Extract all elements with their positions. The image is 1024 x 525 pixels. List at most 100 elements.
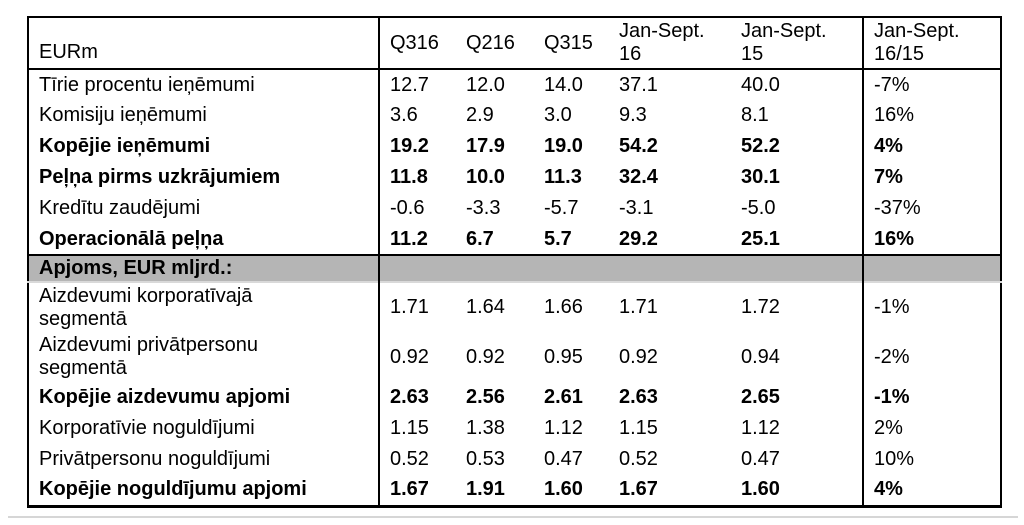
cell-change-pct: -1% bbox=[862, 382, 1001, 413]
cell-value bbox=[456, 255, 534, 282]
cell-value: 54.2 bbox=[619, 135, 658, 157]
row-label: Korporatīvie noguldījumi bbox=[39, 417, 255, 439]
cell-value: 30.1 bbox=[741, 166, 780, 188]
cell-value: 1.67 bbox=[378, 475, 456, 506]
cell-value: 0.92 bbox=[378, 332, 456, 382]
table-row: Kopējie ieņēmumi 19.2 17.9 19.0 54.2 52.2 4% bbox=[28, 131, 1001, 162]
cell-value: 0.47 bbox=[544, 448, 583, 470]
cell-value: 3.6 bbox=[378, 100, 456, 131]
col-header-jan-sept-15: Jan-Sept. 15 bbox=[731, 17, 863, 70]
row-label: Kredītu zaudējumi bbox=[39, 197, 201, 219]
col-header-q315: Q315 bbox=[534, 17, 609, 70]
cell-value: 1.60 bbox=[741, 478, 780, 501]
cell-value: 5.7 bbox=[544, 227, 572, 250]
cell-value bbox=[378, 255, 456, 282]
page-divider-line bbox=[8, 516, 1018, 518]
header-row: EURm Q316 Q216 Q315 Jan-Sept. 16 Jan-Sep… bbox=[28, 17, 1001, 70]
col-header-jan-sept-16: Jan-Sept. 16 bbox=[609, 17, 731, 70]
row-label: Aizdevumi korporatīvajā segmentā bbox=[39, 284, 253, 330]
cell-change-pct: -37% bbox=[862, 193, 1001, 224]
cell-value: 2.63 bbox=[619, 386, 658, 408]
row-label: Operacionālā peļņa bbox=[39, 227, 224, 250]
cell-value: 11.2 bbox=[378, 224, 456, 255]
col-header-q216: Q216 bbox=[456, 17, 534, 70]
cell-value: 10.0 bbox=[466, 166, 505, 188]
section-header-row: Apjoms, EUR mljrd.: bbox=[28, 255, 1001, 282]
cell-value: 3.0 bbox=[544, 104, 572, 126]
financial-results-table-container: EURm Q316 Q216 Q315 Jan-Sept. 16 Jan-Sep… bbox=[27, 16, 1002, 508]
cell-value: 2.9 bbox=[466, 104, 494, 126]
row-label: Kopējie aizdevumu apjomi bbox=[39, 386, 291, 408]
cell-value: 1.72 bbox=[741, 296, 780, 318]
cell-value: 0.92 bbox=[619, 345, 658, 368]
cell-value: 29.2 bbox=[619, 227, 658, 250]
row-label: Aizdevumi privātpersonu segmentā bbox=[39, 334, 258, 379]
row-label: Privātpersonu noguldījumi bbox=[39, 448, 271, 470]
cell-change-pct: 7% bbox=[862, 162, 1001, 193]
cell-value: 12.0 bbox=[466, 73, 505, 96]
row-label: Kopējie noguldījumu apjomi bbox=[39, 478, 307, 501]
table-row: Kopējie aizdevumu apjomi 2.63 2.56 2.61 2.63… bbox=[28, 382, 1001, 413]
cell-value: -3.1 bbox=[619, 197, 654, 219]
cell-value: 2.65 bbox=[741, 386, 780, 408]
cell-value: 37.1 bbox=[619, 73, 658, 96]
cell-value: -0.6 bbox=[378, 193, 456, 224]
cell-value: 2.63 bbox=[378, 382, 456, 413]
table-row: Privātpersonu noguldījumi 0.52 0.53 0.47 0.5… bbox=[28, 444, 1001, 475]
cell-value: 1.71 bbox=[378, 282, 456, 332]
cell-change-pct: -2% bbox=[862, 332, 1001, 382]
cell-change-pct: 16% bbox=[862, 100, 1001, 131]
cell-change-pct: 4% bbox=[862, 475, 1001, 506]
cell-change-pct: 4% bbox=[862, 131, 1001, 162]
cell-value: -3.3 bbox=[466, 197, 501, 219]
cell-value: 19.2 bbox=[378, 131, 456, 162]
cell-value: 8.1 bbox=[741, 104, 769, 126]
table-row: Operacionālā peļņa 11.2 6.7 5.7 29.2 25.1 16% bbox=[28, 224, 1001, 255]
cell-change-pct: 10% bbox=[862, 444, 1001, 475]
cell-value: 14.0 bbox=[544, 73, 583, 96]
cell-value: 0.52 bbox=[378, 444, 456, 475]
cell-value: 11.3 bbox=[544, 166, 582, 188]
cell-value: 2.61 bbox=[544, 386, 583, 408]
table-row: Peļņa pirms uzkrājumiem 11.8 10.0 11.3 32.4 3… bbox=[28, 162, 1001, 193]
cell-value: 6.7 bbox=[466, 227, 494, 250]
cell-change-pct bbox=[862, 255, 1001, 282]
section-title: Apjoms, EUR mljrd.: bbox=[39, 257, 233, 279]
cell-value: 0.53 bbox=[466, 448, 505, 470]
cell-value: -5.0 bbox=[741, 197, 776, 219]
cell-value: 1.64 bbox=[466, 296, 505, 318]
cell-value bbox=[609, 255, 731, 282]
cell-value bbox=[731, 255, 863, 282]
cell-value: 17.9 bbox=[466, 135, 505, 157]
cell-value: 52.2 bbox=[741, 135, 780, 157]
table-body: Tīrie procentu ieņēmumi 12.7 12.0 14.0 37.1 4… bbox=[28, 69, 1001, 506]
table-row: Kopējie noguldījumu apjomi 1.67 1.91 1.60 1.… bbox=[28, 475, 1001, 506]
cell-value: 12.7 bbox=[378, 69, 456, 100]
cell-value: 1.71 bbox=[619, 296, 658, 318]
cell-value: 1.12 bbox=[544, 417, 583, 439]
table-row: Tīrie procentu ieņēmumi 12.7 12.0 14.0 37.1 4… bbox=[28, 69, 1001, 100]
cell-value: 0.95 bbox=[544, 345, 583, 368]
cell-value: -5.7 bbox=[544, 197, 579, 219]
cell-value: 1.12 bbox=[741, 417, 780, 439]
cell-value: 1.66 bbox=[544, 296, 583, 318]
table-row: Kredītu zaudējumi -0.6 -3.3 -5.7 -3.1 -5.0 -37… bbox=[28, 193, 1001, 224]
cell-value: 0.94 bbox=[741, 345, 780, 368]
table-row: Korporatīvie noguldījumi 1.15 1.38 1.12 1.15… bbox=[28, 413, 1001, 444]
col-header-change-16-15: Jan-Sept. 16/15 bbox=[862, 17, 1001, 70]
cell-value: 0.47 bbox=[741, 448, 780, 470]
cell-value bbox=[534, 255, 609, 282]
cell-value: 0.92 bbox=[466, 345, 505, 368]
cell-value: 32.4 bbox=[619, 166, 658, 188]
col-header-q316: Q316 bbox=[378, 17, 456, 70]
row-label: Tīrie procentu ieņēmumi bbox=[39, 73, 255, 96]
col-header-eurm: EURm bbox=[28, 17, 379, 70]
cell-value: 1.15 bbox=[619, 417, 658, 439]
table-row: Aizdevumi privātpersonu segmentā 0.92 0.92… bbox=[28, 332, 1001, 382]
cell-value: 0.52 bbox=[619, 448, 658, 470]
cell-change-pct: 16% bbox=[862, 224, 1001, 255]
cell-change-pct: 2% bbox=[862, 413, 1001, 444]
cell-value: 25.1 bbox=[741, 227, 780, 250]
cell-value: 1.38 bbox=[466, 417, 505, 439]
row-label: Komisiju ieņēmumi bbox=[39, 104, 207, 126]
